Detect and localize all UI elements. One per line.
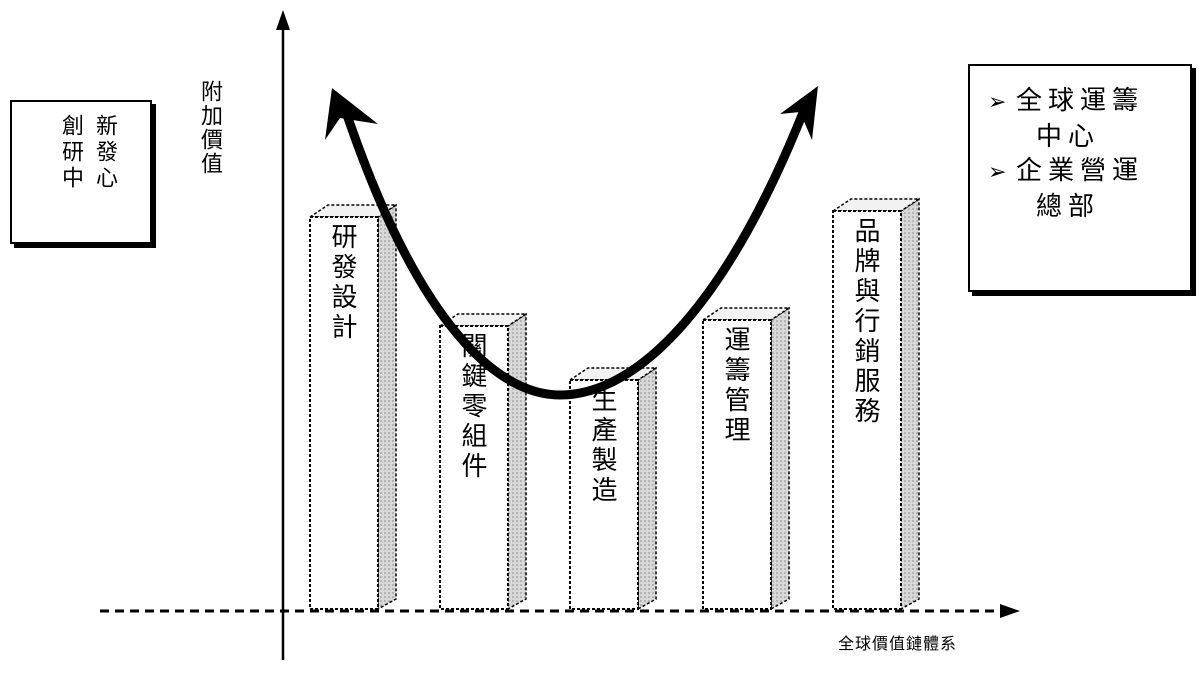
arrow-bullet-icon: ➢	[988, 160, 1013, 185]
x-axis-label: 全球價值鏈體系	[838, 634, 958, 653]
arrow-bullet-icon: ➢	[988, 90, 1013, 115]
bar-top-face	[700, 307, 792, 321]
bar-label-5: 品牌與行銷服務	[850, 217, 880, 427]
curve-arrowhead-left	[325, 88, 378, 140]
bar-side-face	[507, 312, 527, 611]
bar-front-face	[702, 319, 772, 610]
bar-side-face	[637, 366, 657, 611]
right-box-item-2-line2: 總部	[1036, 192, 1101, 222]
y-axis-arrowhead	[276, 10, 290, 30]
bar-top-face	[437, 313, 529, 327]
bar-side-face	[900, 197, 920, 611]
innovation-rd-center-box: 新發心 創研中	[10, 100, 152, 244]
global-operations-box: ➢ 全球運籌 中心 ➢ 企業營運 總部	[968, 64, 1192, 292]
x-axis-arrowhead	[1000, 604, 1020, 618]
bar-label-3: 生產製造	[587, 386, 617, 506]
right-box-item-2-line1: 企業營運	[1016, 156, 1145, 186]
bar-top-face	[830, 198, 922, 212]
bar-label-4: 運籌管理	[720, 326, 750, 446]
bar-1	[307, 203, 399, 611]
right-box-item-1-line1: 全球運籌	[1016, 86, 1145, 116]
bar-3	[567, 366, 659, 611]
bar-label-1: 研發設計	[327, 223, 357, 343]
bar-label-2: 關鍵零組件	[457, 332, 487, 482]
right-box-item-2: ➢ 企業營運 總部	[988, 154, 1180, 224]
bar-top-face	[307, 204, 399, 218]
bar-5	[830, 197, 922, 611]
bar-front-face	[569, 379, 639, 610]
bar-side-face	[770, 306, 790, 611]
smile-curve	[341, 95, 813, 400]
curve-arrowhead-right	[780, 86, 818, 140]
right-box-item-1-line2: 中心	[1036, 122, 1101, 152]
bar-side-face	[377, 203, 397, 611]
right-box-item-1: ➢ 全球運籌 中心	[988, 84, 1180, 154]
bar-front-face	[832, 210, 902, 610]
bar-front-face	[309, 216, 379, 610]
left-box-column-1: 新發心	[92, 114, 117, 192]
bar-4	[700, 306, 792, 611]
y-axis-label: 附加價值	[197, 80, 222, 176]
left-box-column-2: 創研中	[58, 114, 83, 192]
